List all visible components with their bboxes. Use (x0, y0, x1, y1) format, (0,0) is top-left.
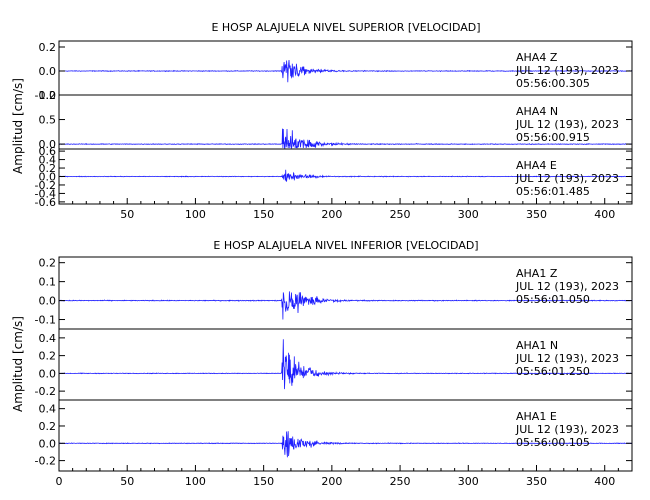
trace-info-line: JUL 12 (193), 2023 (515, 118, 619, 131)
trace-info-line: JUL 12 (193), 2023 (515, 280, 619, 293)
x-tick-label: 50 (120, 208, 134, 221)
trace-info-line: AHA1 Z (516, 267, 558, 280)
y-tick-label: 0.2 (39, 162, 57, 175)
y-tick-label: 0.0 (39, 295, 57, 308)
y-tick-label: 0.0 (39, 138, 57, 151)
y-tick-label: 0.1 (39, 276, 57, 289)
y-tick-label: -0.2 (35, 385, 56, 398)
y-tick-label: 0.0 (39, 367, 57, 380)
y-tick-label: 0.4 (39, 332, 57, 345)
x-tick-label: 200 (321, 475, 342, 488)
chart-title-inferior: E HOSP ALAJUELA NIVEL INFERIOR [VELOCIDA… (213, 239, 478, 252)
x-tick-label: 300 (458, 208, 479, 221)
y-axis-label-inferior: Amplitud [cm/s] (11, 316, 25, 412)
y-tick-label: -0.2 (35, 89, 56, 102)
waveform-trace (58, 339, 633, 390)
trace-info-line: AHA4 N (516, 105, 558, 118)
y-tick-label: 0.2 (39, 350, 57, 363)
waveform-trace (58, 169, 633, 182)
x-tick-label: 0 (56, 475, 63, 488)
trace-info-line: AHA1 E (516, 410, 557, 423)
trace-info-line: AHA4 Z (516, 51, 558, 64)
x-tick-label: 100 (185, 208, 206, 221)
x-tick-label: 400 (594, 475, 615, 488)
y-tick-label: 0.2 (39, 420, 57, 433)
waveform-trace (59, 128, 632, 150)
waveform-trace (58, 431, 633, 458)
x-tick-label: 350 (526, 475, 547, 488)
y-tick-label: -0.1 (35, 314, 56, 327)
y-tick-label: 0.5 (39, 114, 57, 127)
y-tick-label: -0.6 (35, 196, 56, 209)
trace-info-line: 05:56:01.050 (516, 293, 590, 306)
y-tick-label: -0.2 (35, 455, 56, 468)
y-tick-label: 0.0 (39, 171, 57, 184)
trace-info-line: 05:56:00.305 (516, 77, 590, 90)
y-tick-label: 1.0 (39, 89, 57, 102)
trace-info-line: 05:56:00.105 (516, 436, 590, 449)
x-tick-label: 150 (253, 208, 274, 221)
waveform-trace (58, 59, 633, 83)
x-tick-label: 300 (458, 475, 479, 488)
trace-info-line: AHA1 N (516, 339, 558, 352)
y-tick-label: -0.2 (35, 179, 56, 192)
trace-info-line: AHA4 E (516, 159, 557, 172)
trace-info-line: JUL 12 (193), 2023 (515, 352, 619, 365)
x-tick-label: 250 (390, 475, 411, 488)
x-tick-label: 250 (390, 208, 411, 221)
x-tick-label: 150 (253, 475, 274, 488)
y-tick-label: 0.4 (39, 403, 57, 416)
y-tick-label: 0.2 (39, 257, 57, 270)
x-tick-label: 200 (321, 208, 342, 221)
trace-info-line: 05:56:01.485 (516, 185, 590, 198)
x-tick-label: 50 (120, 475, 134, 488)
y-tick-label: 0.2 (39, 41, 57, 54)
y-tick-label: 0.0 (39, 65, 57, 78)
y-tick-label: 0.6 (39, 145, 57, 158)
y-tick-label: 0.4 (39, 154, 57, 167)
x-tick-label: 400 (594, 208, 615, 221)
trace-info-line: 05:56:01.250 (516, 365, 590, 378)
trace-info-line: JUL 12 (193), 2023 (515, 172, 619, 185)
y-axis-label-superior: Amplitud [cm/s] (11, 78, 25, 174)
trace-info-line: JUL 12 (193), 2023 (515, 64, 619, 77)
x-tick-label: 100 (185, 475, 206, 488)
y-tick-label: -0.4 (35, 187, 56, 200)
chart-title-superior: E HOSP ALAJUELA NIVEL SUPERIOR [VELOCIDA… (211, 21, 480, 34)
y-tick-label: 0.0 (39, 437, 57, 450)
waveform-trace (58, 291, 633, 320)
x-tick-label: 350 (526, 208, 547, 221)
trace-info-line: JUL 12 (193), 2023 (515, 423, 619, 436)
trace-info-line: 05:56:00.915 (516, 131, 590, 144)
